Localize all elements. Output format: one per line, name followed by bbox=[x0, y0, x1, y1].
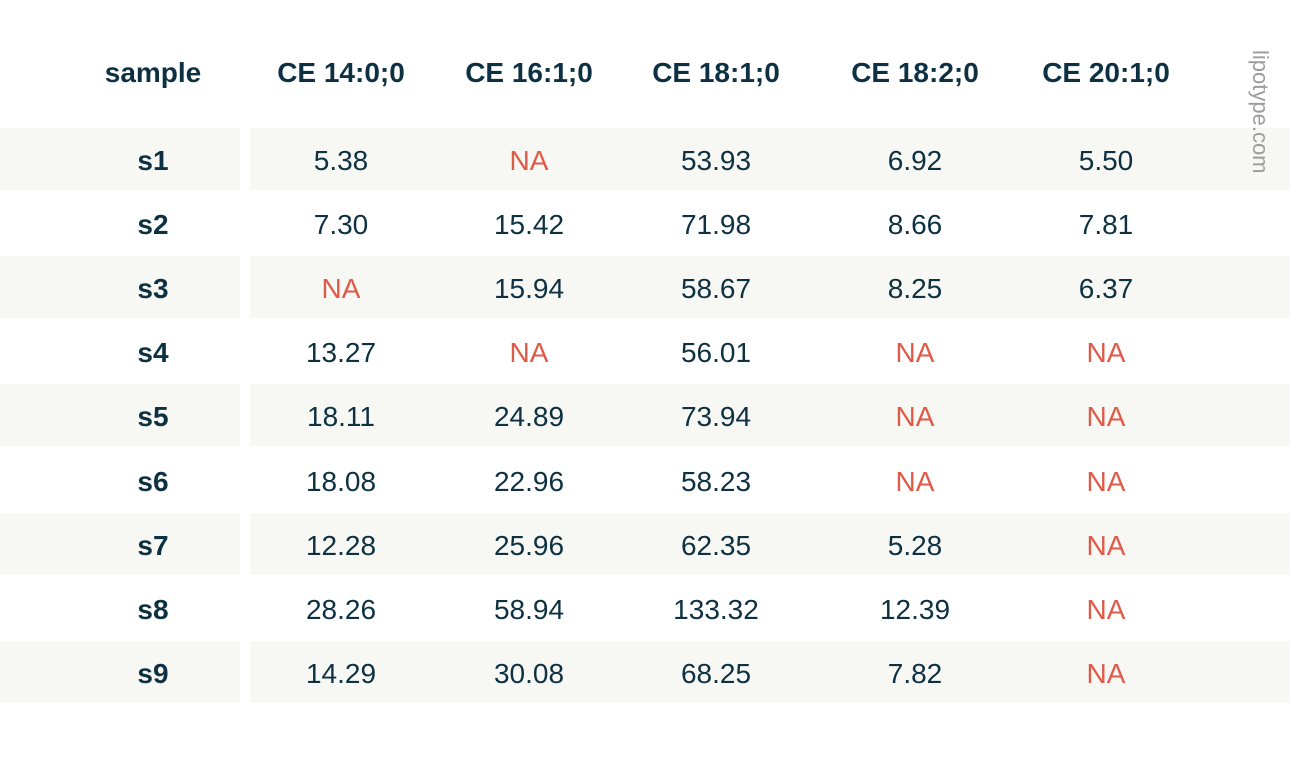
column-header: CE 18:1;0 bbox=[652, 57, 780, 88]
row-stripe bbox=[250, 641, 1290, 703]
column-header: CE 16:1;0 bbox=[465, 57, 593, 88]
value-cell: 30.08 bbox=[493, 658, 565, 689]
value-cell: 5.38 bbox=[313, 145, 369, 176]
na-cell: NA bbox=[1086, 658, 1126, 689]
na-cell: NA bbox=[1086, 337, 1126, 368]
table-row: s1 5.38 NA 53.93 6.92 5.50 bbox=[0, 128, 1290, 190]
na-cell: NA bbox=[1086, 466, 1126, 497]
value-cell: 18.11 bbox=[307, 401, 375, 432]
row-stripe bbox=[250, 513, 1290, 575]
value-cell: 18.08 bbox=[305, 466, 377, 497]
value-cell: 56.01 bbox=[680, 337, 752, 368]
na-cell: NA bbox=[509, 145, 549, 176]
value-cell: 13.27 bbox=[305, 337, 377, 368]
value-cell: 8.66 bbox=[887, 209, 943, 240]
value-cell: 6.92 bbox=[887, 145, 943, 176]
column-header: CE 14:0;0 bbox=[277, 57, 405, 88]
sample-label: s6 bbox=[137, 466, 169, 497]
column-header: CE 20:1;0 bbox=[1042, 57, 1170, 88]
na-cell: NA bbox=[1086, 530, 1126, 561]
value-cell: 7.30 bbox=[313, 209, 369, 240]
na-cell: NA bbox=[895, 337, 935, 368]
value-cell: 133.32 bbox=[673, 594, 759, 625]
value-cell: 5.28 bbox=[887, 530, 943, 561]
na-cell: NA bbox=[895, 401, 935, 432]
na-cell: NA bbox=[1086, 594, 1126, 625]
row-stripe bbox=[0, 513, 240, 575]
table-row: s9 14.29 30.08 68.25 7.82 NA bbox=[0, 641, 1290, 703]
table-row: s2 7.30 15.42 71.98 8.66 7.81 bbox=[0, 192, 1290, 254]
row-stripe bbox=[250, 256, 1290, 318]
value-cell: 24.89 bbox=[493, 401, 565, 432]
value-cell: 68.25 bbox=[680, 658, 752, 689]
value-cell: 53.93 bbox=[680, 145, 752, 176]
sample-label: s2 bbox=[137, 209, 169, 240]
sample-label: s9 bbox=[137, 658, 169, 689]
value-cell: 15.42 bbox=[493, 209, 565, 240]
row-stripe bbox=[0, 128, 240, 190]
value-cell: 6.37 bbox=[1078, 273, 1134, 304]
na-cell: NA bbox=[895, 466, 935, 497]
value-cell: 14.29 bbox=[305, 658, 377, 689]
value-cell: 7.82 bbox=[887, 658, 943, 689]
row-stripe bbox=[0, 256, 240, 318]
value-cell: 5.50 bbox=[1078, 145, 1134, 176]
value-cell: 62.35 bbox=[680, 530, 752, 561]
sample-label: s8 bbox=[137, 594, 169, 625]
value-cell: 58.94 bbox=[493, 594, 565, 625]
na-cell: NA bbox=[1086, 401, 1126, 432]
na-cell: NA bbox=[509, 337, 549, 368]
table-row: s3 NA 15.94 58.67 8.25 6.37 bbox=[0, 256, 1290, 318]
table-row: s5 18.11 24.89 73.94 NA NA bbox=[0, 384, 1290, 446]
header-sample: sample bbox=[104, 57, 202, 88]
value-cell: 8.25 bbox=[887, 273, 943, 304]
value-cell: 58.23 bbox=[680, 466, 752, 497]
table-row: s8 28.26 58.94 133.32 12.39 NA bbox=[0, 577, 1290, 639]
watermark: lipotype.com bbox=[1248, 50, 1273, 174]
value-cell: 12.28 bbox=[305, 530, 377, 561]
table-row: s4 13.27 NA 56.01 NA NA bbox=[0, 320, 1290, 382]
row-stripe bbox=[0, 384, 240, 446]
table-row: s6 18.08 22.96 58.23 NA NA bbox=[0, 449, 1290, 511]
na-cell: NA bbox=[321, 273, 361, 304]
sample-label: s4 bbox=[137, 337, 169, 368]
row-stripe bbox=[250, 128, 1290, 190]
column-header: CE 18:2;0 bbox=[851, 57, 979, 88]
sample-label: s3 bbox=[137, 273, 169, 304]
value-cell: 22.96 bbox=[493, 466, 565, 497]
value-cell: 73.94 bbox=[680, 401, 752, 432]
value-cell: 58.67 bbox=[680, 273, 752, 304]
sample-label: s7 bbox=[137, 530, 169, 561]
value-cell: 28.26 bbox=[305, 594, 377, 625]
value-cell: 25.96 bbox=[493, 530, 565, 561]
row-stripe bbox=[250, 384, 1290, 446]
value-cell: 12.39 bbox=[879, 594, 951, 625]
value-cell: 15.94 bbox=[493, 273, 565, 304]
table-row: s7 12.28 25.96 62.35 5.28 NA bbox=[0, 513, 1290, 575]
value-cell: 71.98 bbox=[680, 209, 752, 240]
value-cell: 7.81 bbox=[1078, 209, 1134, 240]
row-stripe bbox=[0, 641, 240, 703]
sample-label: s1 bbox=[137, 145, 169, 176]
sample-label: s5 bbox=[137, 401, 169, 432]
